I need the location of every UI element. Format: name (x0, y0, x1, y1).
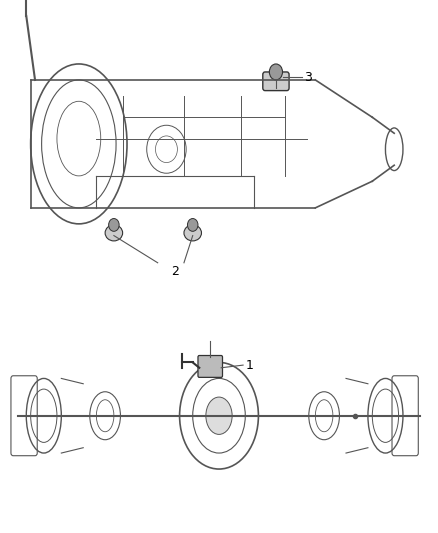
Text: 1: 1 (245, 359, 253, 372)
Ellipse shape (184, 225, 201, 241)
Circle shape (187, 219, 198, 231)
Ellipse shape (105, 225, 123, 241)
Ellipse shape (206, 397, 232, 434)
Circle shape (109, 219, 119, 231)
Text: 2: 2 (171, 265, 179, 278)
FancyBboxPatch shape (263, 72, 289, 91)
FancyBboxPatch shape (198, 356, 223, 377)
Circle shape (269, 64, 283, 80)
Text: 3: 3 (304, 71, 312, 84)
